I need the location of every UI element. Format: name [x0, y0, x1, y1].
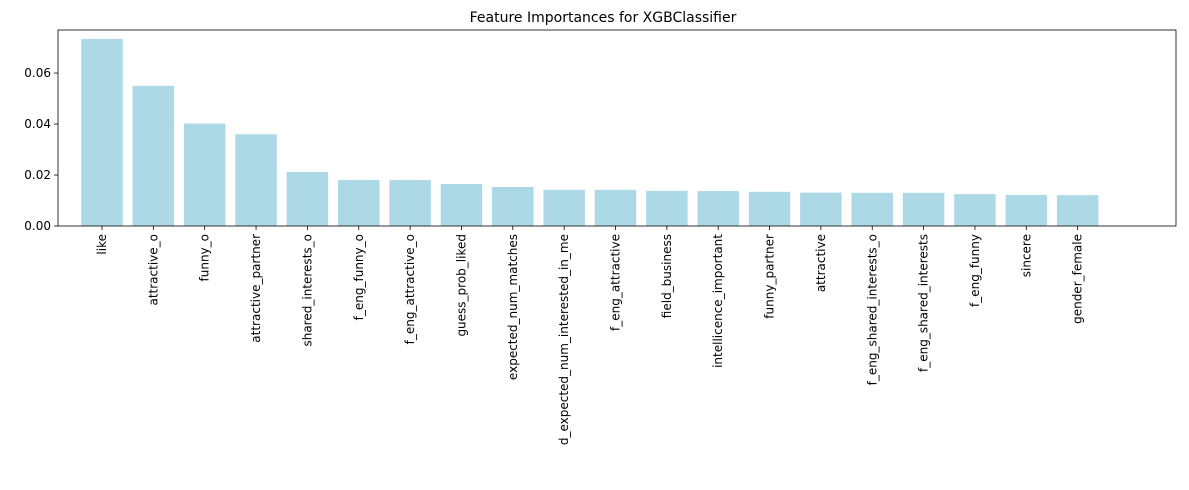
x-tick-label-f_eng_attractive_o: f_eng_attractive_o: [403, 234, 417, 344]
x-tick-label-guess_prob_liked: guess_prob_liked: [454, 234, 468, 337]
bar-expected_num_matches: [492, 187, 534, 226]
x-tick-label-f_eng_funny: f_eng_funny: [968, 234, 982, 307]
bar-f_eng_attractive: [594, 189, 637, 226]
x-tick-label-funny_o: funny_o: [198, 234, 212, 281]
x-tick-label-sincere: sincere: [1019, 234, 1033, 277]
bar-f_eng_shared_interests: [902, 192, 945, 226]
x-tick-label-f_eng_funny_o: f_eng_funny_o: [352, 234, 366, 320]
x-tick-label-attractive: attractive: [814, 234, 828, 292]
bar-funny_o: [183, 123, 226, 226]
bar-f_eng_funny: [954, 194, 996, 226]
bar-intellicence_important: [697, 191, 739, 226]
chart-title: Feature Importances for XGBClassifier: [470, 10, 737, 26]
x-tick-label-gender_female: gender_female: [1071, 234, 1085, 324]
x-tick-label-f_eng_shared_interests: f_eng_shared_interests: [917, 234, 931, 372]
x-tick-label-attractive_partner: attractive_partner: [249, 234, 263, 343]
y-tick-label: 0.02: [24, 168, 51, 182]
x-axis: like attractive_o funny_o attractive_partne…: [95, 226, 1085, 445]
bar-shared_interests_o: [286, 171, 329, 226]
bar-field_business: [646, 190, 688, 226]
x-tick-label-shared_interests_o: shared_interests_o: [300, 234, 314, 347]
bar-f_eng_funny_o: [338, 180, 380, 226]
x-tick-label-intellicence_important: intellicence_important: [711, 234, 725, 368]
y-tick-label: 0.00: [24, 219, 51, 233]
x-tick-label-field_business: field_business: [660, 234, 674, 318]
bar-attractive_o: [132, 85, 175, 226]
bar-attractive_partner: [235, 134, 277, 226]
bar-funny_partner: [748, 191, 791, 226]
bar-attractive: [800, 192, 842, 226]
x-tick-label-like: like: [95, 234, 109, 255]
y-axis: 0.00 0.02 0.04 0.06: [24, 66, 58, 233]
x-tick-label-f_eng_shared_interests_o: f_eng_shared_interests_o: [865, 234, 879, 385]
x-tick-label-f_eng_attractive: f_eng_attractive: [609, 234, 623, 331]
bar-guess_prob_liked: [440, 183, 483, 226]
y-tick-label: 0.06: [24, 66, 51, 80]
bar-d_expected_num_interested_in_me: [543, 189, 585, 226]
x-tick-label-attractive_o: attractive_o: [146, 234, 160, 306]
x-tick-label-expected_num_matches: expected_num_matches: [506, 234, 520, 380]
bars-group: [81, 38, 1099, 226]
x-tick-label-funny_partner: funny_partner: [763, 234, 777, 319]
y-tick-label: 0.04: [24, 117, 51, 131]
bar-f_eng_shared_interests_o: [851, 192, 893, 226]
bar-like: [81, 38, 123, 226]
bar-f_eng_attractive_o: [389, 180, 431, 226]
bar-sincere: [1005, 194, 1048, 226]
x-tick-label-d_expected_num_interested_in_me: d_expected_num_interested_in_me: [557, 234, 571, 445]
plot-frame: [57, 29, 1177, 227]
bar-gender_female: [1056, 195, 1099, 226]
